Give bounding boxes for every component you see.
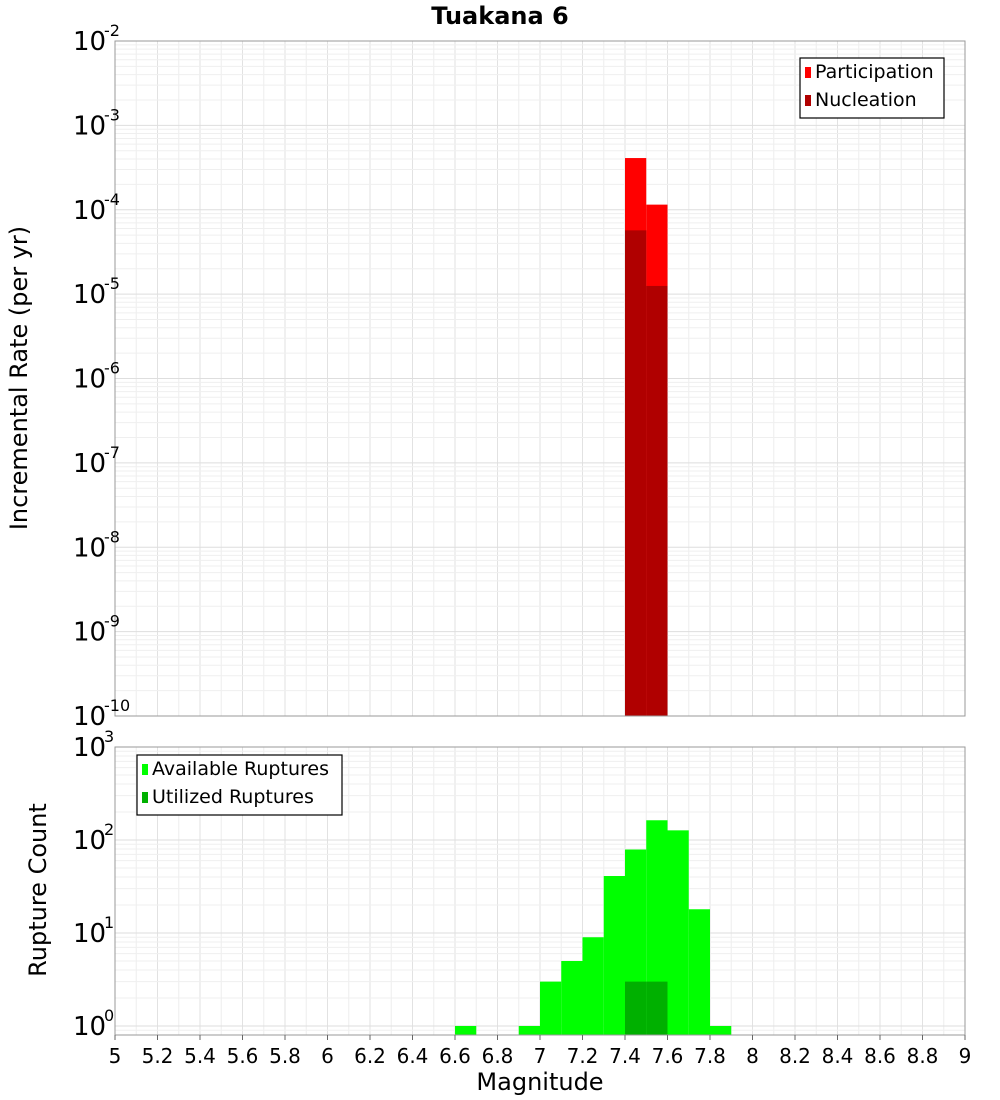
- rate-grid: [115, 41, 965, 716]
- rate-legend: Participation Nucleation: [799, 57, 945, 119]
- count-x-tick-label: 7.2: [567, 1044, 599, 1068]
- count-x-tick-label: 8.2: [779, 1044, 811, 1068]
- count-x-tick-label: 7.4: [609, 1044, 641, 1068]
- rate-y-tick-exponent: -8: [104, 527, 120, 546]
- rate-y-tick-label: 10: [73, 702, 106, 732]
- count-legend-label: Utilized Ruptures: [152, 786, 314, 808]
- count-x-tick-label: 8.8: [907, 1044, 939, 1068]
- count-bar-available-ruptures: [667, 830, 689, 1035]
- count-y-tick-exponent: 1: [104, 913, 114, 932]
- count-x-tick-label: 6.6: [439, 1044, 471, 1068]
- count-x-tick-label: 8.6: [864, 1044, 896, 1068]
- count-x-tick-label: 5.2: [142, 1044, 174, 1068]
- count-x-tick-label: 5.4: [184, 1044, 216, 1068]
- count-x-tick-label: 8.4: [822, 1044, 854, 1068]
- bottom-y-axis-label: Rupture Count: [24, 803, 52, 977]
- count-bar-available-ruptures: [646, 820, 668, 1035]
- rate-legend-label: Nucleation: [815, 89, 917, 111]
- count-y-tick-label: 10: [73, 1012, 106, 1042]
- rate-y-tick-label: 10: [73, 196, 106, 226]
- count-bar-available-ruptures: [582, 937, 604, 1035]
- rate-y-tick-label: 10: [73, 27, 106, 57]
- count-bar-utilized-ruptures: [646, 981, 668, 1035]
- count-legend: Available Ruptures Utilized Ruptures: [136, 754, 343, 816]
- rate-y-tick-label: 10: [73, 280, 106, 310]
- count-x-tick-label: 5: [109, 1044, 122, 1068]
- rate-y-tick-label: 10: [73, 618, 106, 648]
- rate-legend-swatch: [805, 95, 811, 106]
- count-y-tick-label: 10: [73, 733, 106, 763]
- count-bar-available-ruptures: [561, 960, 583, 1035]
- count-bar-available-ruptures: [710, 1025, 732, 1035]
- count-x-tick-label: 6.4: [397, 1044, 429, 1068]
- rate-bar-nucleation: [625, 230, 647, 716]
- rate-y-tick-exponent: -2: [104, 21, 120, 40]
- count-x-tick-label: 5.8: [269, 1044, 301, 1068]
- rate-bar-nucleation: [646, 285, 668, 716]
- count-x-tick-label: 6.8: [482, 1044, 514, 1068]
- rate-y-tick-exponent: -6: [104, 359, 120, 378]
- rate-y-tick-exponent: -7: [104, 443, 120, 462]
- count-x-tick-label: 7.6: [652, 1044, 684, 1068]
- x-axis-label: Magnitude: [476, 1068, 603, 1096]
- count-x-tick-label: 8: [746, 1044, 759, 1068]
- count-x-tick-label: 6: [321, 1044, 334, 1068]
- count-y-tick-exponent: 3: [104, 727, 114, 746]
- rate-y-tick-label: 10: [73, 449, 106, 479]
- count-x-tick-label: 7.8: [694, 1044, 726, 1068]
- count-legend-swatch: [142, 792, 148, 803]
- rate-y-tick-exponent: -10: [104, 696, 130, 715]
- count-y-tick-exponent: 2: [104, 820, 114, 839]
- rate-y-tick-label: 10: [73, 111, 106, 141]
- count-legend-box: [136, 754, 343, 816]
- count-bar-available-ruptures: [603, 876, 625, 1035]
- count-bar-available-ruptures: [518, 1025, 540, 1035]
- count-bar-utilized-ruptures: [625, 981, 647, 1035]
- rate-y-tick-exponent: -9: [104, 612, 120, 631]
- rate-y-tick-exponent: -4: [104, 190, 120, 209]
- rate-y-tick-exponent: -3: [104, 105, 120, 124]
- count-x-tick-label: 9: [959, 1044, 972, 1068]
- count-x-tick-label: 5.6: [227, 1044, 259, 1068]
- count-y-tick-label: 10: [73, 826, 106, 856]
- rate-y-tick-exponent: -5: [104, 274, 120, 293]
- rate-y-tick-label: 10: [73, 365, 106, 395]
- count-legend-swatch: [142, 764, 148, 775]
- count-y-tick-exponent: 0: [104, 1006, 114, 1025]
- rate-bars: [625, 158, 668, 716]
- count-y-tick-label: 10: [73, 919, 106, 949]
- rate-panel: 10-210-310-410-510-610-710-810-910-10Par…: [73, 21, 966, 732]
- chart-title: Tuakana 6: [431, 2, 569, 30]
- rate-legend-box: [799, 57, 945, 119]
- count-bar-available-ruptures: [455, 1025, 477, 1035]
- rate-legend-label: Participation: [815, 61, 934, 83]
- count-legend-label: Available Ruptures: [152, 758, 329, 780]
- rate-y-tick-label: 10: [73, 533, 106, 563]
- rate-legend-swatch: [805, 67, 811, 78]
- count-bar-available-ruptures: [688, 909, 710, 1035]
- top-y-axis-label: Incremental Rate (per yr): [5, 226, 33, 530]
- rate-plot-frame: [114, 40, 966, 717]
- count-x-tick-label: 7: [534, 1044, 547, 1068]
- count-bar-available-ruptures: [540, 981, 562, 1035]
- count-bars: [455, 820, 732, 1035]
- count-x-tick-label: 6.2: [354, 1044, 386, 1068]
